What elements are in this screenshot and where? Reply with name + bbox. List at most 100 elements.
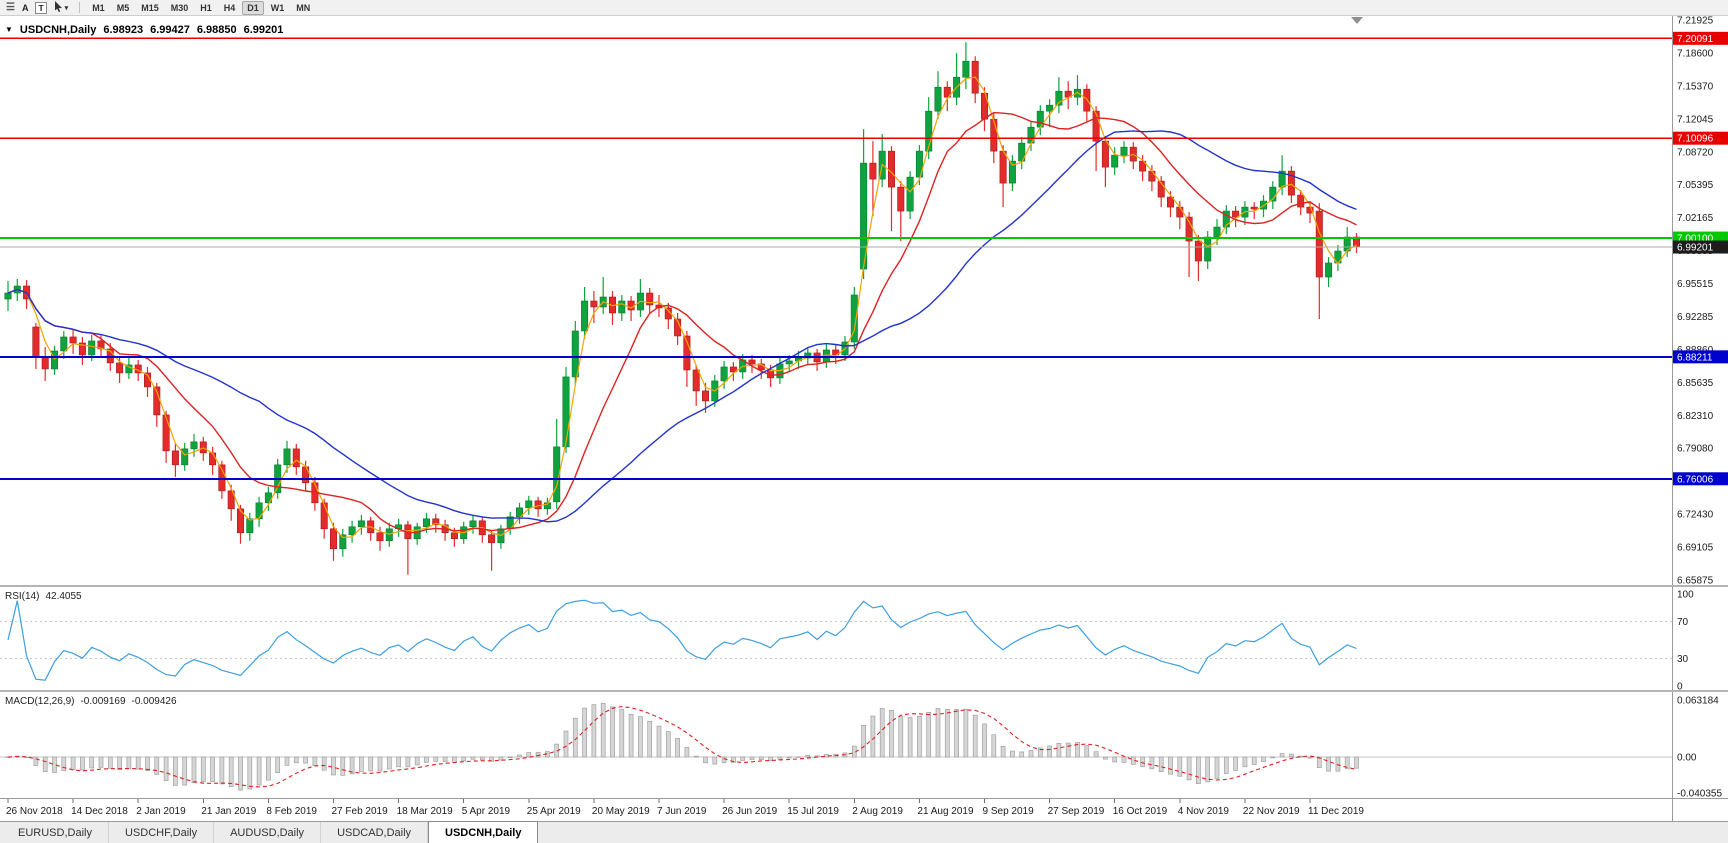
close-value: 6.99201	[243, 24, 284, 36]
svg-text:21 Jan 2019: 21 Jan 2019	[201, 806, 256, 817]
svg-text:6.79080: 6.79080	[1677, 444, 1714, 455]
toolbar-separator	[79, 2, 81, 13]
rsi-line	[7, 599, 1357, 681]
open-value: 6.98923	[103, 24, 144, 36]
collapse-triangle-icon[interactable]: ▼	[5, 25, 13, 34]
svg-text:27 Sep 2019: 27 Sep 2019	[1048, 806, 1105, 817]
macd-signal-value: -0.009426	[131, 696, 177, 707]
timeframe-button-w1[interactable]: W1	[270, 2, 285, 13]
text-tool-button[interactable]: T	[35, 1, 47, 14]
slow-ma-line	[7, 130, 1357, 523]
horizontal-line-objects[interactable]: 7.20091 7.10096 7.00100 6.88211 6.76006	[0, 31, 1728, 486]
pane-separator[interactable]	[0, 585, 1728, 587]
svg-text:7.00100: 7.00100	[1677, 234, 1714, 245]
fast-ma-line	[7, 76, 1357, 539]
macd-main-value: -0.009169	[80, 696, 126, 707]
svg-text:100: 100	[1677, 590, 1694, 601]
chart-toolbar: ☰ A T ▾ M1 M5 M15 M30 H1 H4 D1 W1 MN	[0, 0, 1728, 16]
svg-text:11 Dec 2019: 11 Dec 2019	[1308, 806, 1364, 817]
svg-text:6.95515: 6.95515	[1677, 279, 1714, 290]
hline-price-tag	[1673, 31, 1728, 45]
candles-layer	[4, 42, 1361, 575]
hline-price-tag	[1673, 472, 1728, 486]
svg-text:6.69105: 6.69105	[1677, 543, 1714, 554]
timeframe-button-mn[interactable]: MN	[296, 2, 311, 13]
timeframe-button-h1[interactable]: H1	[200, 2, 212, 13]
svg-text:4 Nov 2019: 4 Nov 2019	[1178, 806, 1230, 817]
svg-text:7.12045: 7.12045	[1677, 114, 1714, 125]
svg-text:7.02165: 7.02165	[1677, 213, 1714, 224]
timeframe-button-h4[interactable]: H4	[223, 2, 236, 13]
svg-text:7.20091: 7.20091	[1677, 34, 1714, 45]
timeframe-button-m5[interactable]: M5	[116, 2, 130, 13]
svg-text:8 Feb 2019: 8 Feb 2019	[266, 806, 317, 817]
chart-shift-marker	[1351, 17, 1363, 24]
moving-average-lines	[7, 76, 1357, 539]
current-price-line: 6.99201	[0, 240, 1728, 254]
timeframe-switcher: M1 M5 M15 M30 H1 H4 D1 W1 MN	[87, 0, 315, 15]
svg-text:14 Dec 2018: 14 Dec 2018	[71, 806, 128, 817]
price-chart-canvas[interactable]: 7.21925 7.18600 7.15370 7.12045 7.08720 7.053…	[0, 16, 1728, 821]
high-value: 6.99427	[150, 24, 190, 36]
svg-text:7.05395: 7.05395	[1677, 180, 1714, 191]
svg-text:6.88211: 6.88211	[1677, 352, 1713, 363]
svg-text:7.18600: 7.18600	[1677, 48, 1714, 59]
macd-indicator-title: MACD(12,26,9) -0.009169 -0.009426	[5, 696, 177, 707]
symbol-tab-eurusd-daily[interactable]: EURUSD,Daily	[2, 822, 109, 843]
svg-text:0.063184: 0.063184	[1677, 696, 1719, 707]
svg-text:7 Jun 2019: 7 Jun 2019	[657, 806, 707, 817]
hline-price-tag	[1673, 350, 1728, 364]
svg-text:6.65875: 6.65875	[1677, 576, 1714, 587]
svg-text:2 Aug 2019: 2 Aug 2019	[852, 806, 903, 817]
svg-text:6.82310: 6.82310	[1677, 411, 1714, 422]
svg-text:22 Nov 2019: 22 Nov 2019	[1243, 806, 1300, 817]
menu-icon[interactable]: ☰	[6, 2, 15, 13]
svg-text:7.08720: 7.08720	[1677, 147, 1714, 158]
cursor-tool-button[interactable]: A	[21, 2, 29, 13]
rsi-label: RSI(14)	[5, 591, 40, 602]
timeframe-button-m15[interactable]: M15	[141, 2, 159, 13]
medium-ma-line	[7, 111, 1357, 534]
symbol-tab-audusd-daily[interactable]: AUDUSD,Daily	[214, 822, 322, 843]
svg-text:15 Jul 2019: 15 Jul 2019	[787, 806, 839, 817]
svg-text:6.72430: 6.72430	[1677, 510, 1714, 521]
svg-text:0.00: 0.00	[1677, 753, 1697, 764]
svg-text:20 May 2019: 20 May 2019	[592, 806, 650, 817]
svg-text:-0.040355: -0.040355	[1677, 789, 1722, 800]
pane-separator[interactable]	[0, 690, 1728, 692]
svg-text:6.85635: 6.85635	[1677, 378, 1714, 389]
symbol-tab-usdchf-daily[interactable]: USDCHF,Daily	[109, 822, 215, 843]
svg-text:26 Nov 2018: 26 Nov 2018	[6, 806, 63, 817]
chevron-down-icon: ▾	[64, 4, 69, 12]
symbol-tab-usdcad-daily[interactable]: USDCAD,Daily	[321, 822, 429, 843]
svg-text:5 Apr 2019: 5 Apr 2019	[462, 806, 511, 817]
symbol-period-label: USDCNH,Daily	[19, 24, 97, 36]
svg-text:16 Oct 2019: 16 Oct 2019	[1113, 806, 1168, 817]
timeframe-button-m30[interactable]: M30	[170, 2, 189, 13]
chart-region: 7.21925 7.18600 7.15370 7.12045 7.08720 7.053…	[0, 16, 1728, 821]
svg-text:21 Aug 2019: 21 Aug 2019	[917, 806, 974, 817]
timeframe-button-m1[interactable]: M1	[92, 2, 105, 13]
pointer-tool-button[interactable]: ▾	[50, 1, 73, 15]
rsi-pane: 100 70 30 0	[0, 590, 1694, 693]
symbol-tab-usdcnh-daily[interactable]: USDCNH,Daily	[428, 821, 539, 843]
svg-text:25 Apr 2019: 25 Apr 2019	[527, 806, 581, 817]
macd-label: MACD(12,26,9)	[5, 696, 75, 707]
hline-price-tag	[1673, 131, 1728, 145]
svg-text:6.76006: 6.76006	[1677, 474, 1714, 485]
svg-text:7.10096: 7.10096	[1677, 134, 1714, 145]
timeframe-button-d1[interactable]: D1	[242, 0, 264, 15]
svg-text:27 Feb 2019: 27 Feb 2019	[332, 806, 389, 817]
time-axis[interactable]: 26 Nov 2018 14 Dec 2018 2 Jan 2019 21 Jan 2…	[6, 799, 1364, 817]
svg-text:26 Jun 2019: 26 Jun 2019	[722, 806, 777, 817]
macd-pane: 0.063184 0.00 -0.040355	[0, 696, 1722, 800]
pointer-icon	[54, 1, 63, 14]
ohlc-info: ▼ USDCNH,Daily 6.98923 6.99427 6.98850 6…	[5, 24, 283, 36]
rsi-value: 42.4055	[45, 591, 82, 602]
chart-tab-bar: EURUSD,Daily USDCHF,Daily AUDUSD,Daily USDC…	[0, 821, 1728, 843]
svg-text:0: 0	[1677, 682, 1683, 693]
svg-text:30: 30	[1677, 654, 1689, 665]
svg-text:6.99201: 6.99201	[1677, 243, 1714, 254]
svg-text:2 Jan 2019: 2 Jan 2019	[136, 806, 186, 817]
